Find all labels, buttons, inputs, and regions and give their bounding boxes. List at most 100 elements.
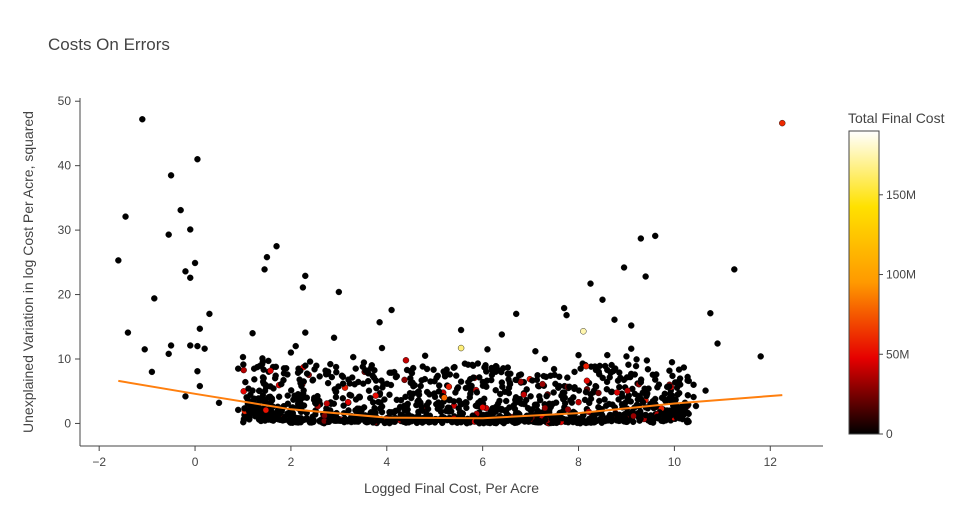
scatter-point[interactable] — [592, 383, 600, 390]
scatter-point[interactable] — [575, 351, 582, 359]
scatter-point[interactable] — [604, 366, 611, 374]
scatter-point[interactable] — [455, 397, 463, 404]
scatter-point[interactable] — [309, 376, 317, 384]
scatter-point[interactable] — [661, 413, 668, 420]
scatter-point[interactable] — [347, 392, 355, 399]
scatter-point[interactable] — [498, 368, 505, 376]
scatter-point[interactable] — [122, 213, 129, 220]
scatter-point[interactable] — [344, 398, 352, 406]
scatter-point[interactable] — [692, 402, 700, 410]
scatter-point[interactable] — [452, 389, 459, 396]
scatter-point[interactable] — [256, 397, 264, 405]
scatter-point[interactable] — [690, 381, 697, 388]
scatter-point[interactable] — [265, 357, 272, 365]
scatter-point[interactable] — [392, 407, 399, 415]
scatter-point[interactable] — [513, 310, 520, 318]
scatter-point[interactable] — [611, 316, 618, 323]
scatter-point[interactable] — [533, 402, 540, 409]
scatter-point[interactable] — [714, 340, 721, 347]
scatter-point[interactable] — [483, 411, 491, 418]
scatter-point[interactable] — [492, 386, 499, 394]
scatter-point[interactable] — [424, 405, 432, 413]
scatter-point[interactable] — [601, 396, 608, 403]
scatter-point[interactable] — [635, 414, 643, 422]
scatter-point[interactable] — [541, 416, 549, 423]
scatter-point[interactable] — [652, 232, 659, 240]
scatter-point[interactable] — [339, 395, 347, 402]
scatter-point[interactable] — [630, 412, 637, 420]
scatter-point[interactable] — [375, 398, 382, 406]
scatter-point[interactable] — [393, 372, 401, 380]
scatter-point[interactable] — [339, 380, 347, 387]
scatter-point[interactable] — [533, 376, 541, 384]
scatter-point[interactable] — [635, 392, 642, 400]
scatter-point[interactable] — [298, 382, 305, 390]
scatter-point[interactable] — [355, 378, 362, 386]
scatter-point[interactable] — [623, 374, 631, 381]
scatter-point[interactable] — [757, 353, 764, 360]
scatter-point[interactable] — [410, 390, 417, 397]
scatter-point[interactable] — [302, 272, 309, 280]
scatter-point[interactable] — [473, 389, 481, 396]
scatter-point[interactable] — [550, 365, 558, 373]
scatter-point[interactable] — [539, 380, 546, 388]
scatter-point[interactable] — [148, 368, 156, 376]
scatter-point[interactable] — [554, 415, 562, 422]
scatter-point[interactable] — [368, 362, 376, 369]
scatter-point[interactable] — [483, 377, 491, 384]
scatter-point[interactable] — [324, 368, 332, 375]
scatter-point[interactable] — [637, 379, 645, 386]
scatter-point[interactable] — [335, 383, 342, 390]
scatter-point[interactable] — [337, 417, 345, 425]
scatter-point[interactable] — [139, 116, 146, 123]
scatter-point[interactable] — [628, 345, 635, 352]
scatter-point[interactable] — [348, 417, 355, 424]
scatter-point[interactable] — [297, 395, 305, 403]
scatter-point[interactable] — [441, 394, 448, 401]
scatter-point[interactable] — [667, 390, 674, 397]
scatter-point[interactable] — [330, 334, 338, 341]
scatter-point[interactable] — [243, 394, 250, 401]
scatter-point[interactable] — [575, 398, 582, 406]
scatter-point[interactable] — [596, 397, 603, 405]
scatter-point[interactable] — [378, 403, 386, 410]
scatter-point[interactable] — [284, 371, 291, 378]
scatter-point[interactable] — [473, 402, 481, 410]
scatter-point[interactable] — [632, 362, 640, 370]
scatter-point[interactable] — [685, 418, 692, 425]
scatter-point[interactable] — [380, 381, 387, 388]
scatter-point[interactable] — [262, 383, 270, 391]
scatter-point[interactable] — [258, 360, 266, 368]
scatter-point[interactable] — [637, 235, 645, 242]
scatter-point[interactable] — [532, 418, 539, 426]
scatter-point[interactable] — [779, 119, 786, 127]
scatter-point[interactable] — [407, 379, 414, 387]
scatter-point[interactable] — [397, 396, 405, 404]
scatter-point[interactable] — [453, 372, 460, 379]
scatter-point[interactable] — [672, 396, 679, 403]
scatter-point[interactable] — [498, 331, 506, 338]
scatter-point[interactable] — [627, 398, 634, 405]
scatter-point[interactable] — [678, 408, 686, 416]
scatter-point[interactable] — [446, 371, 454, 378]
scatter-point[interactable] — [684, 409, 691, 416]
scatter-point[interactable] — [372, 392, 379, 399]
scatter-point[interactable] — [604, 351, 611, 359]
scatter-point[interactable] — [731, 266, 738, 273]
scatter-point[interactable] — [451, 363, 458, 371]
scatter-point[interactable] — [372, 409, 379, 416]
scatter-point[interactable] — [234, 365, 242, 372]
scatter-point[interactable] — [616, 369, 623, 376]
scatter-point[interactable] — [421, 352, 429, 359]
scatter-point[interactable] — [630, 418, 637, 426]
scatter-point[interactable] — [177, 206, 184, 214]
scatter-point[interactable] — [547, 372, 554, 379]
scatter-point[interactable] — [654, 384, 661, 391]
scatter-point[interactable] — [569, 418, 577, 426]
scatter-point[interactable] — [257, 409, 264, 416]
scatter-point[interactable] — [443, 366, 450, 373]
scatter-point[interactable] — [559, 396, 567, 403]
scatter-point[interactable] — [496, 390, 504, 398]
scatter-point[interactable] — [287, 387, 295, 394]
scatter-point[interactable] — [548, 415, 555, 422]
